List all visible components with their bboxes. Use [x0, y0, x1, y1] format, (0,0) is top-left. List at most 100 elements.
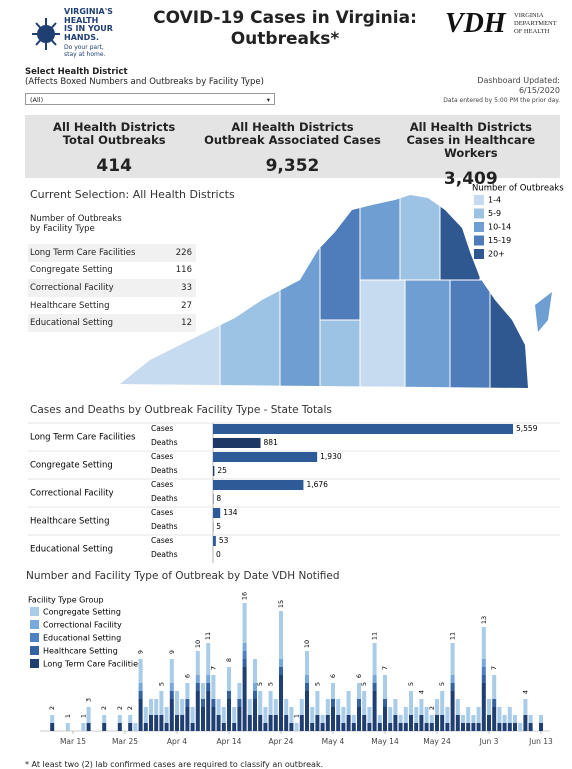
total-label: 3 — [85, 698, 93, 702]
row-value: 27 — [181, 300, 192, 311]
x-tick-label: May 24 — [423, 737, 451, 746]
bar-segment — [138, 659, 143, 683]
series-label: Deaths — [151, 438, 178, 447]
bar-segment — [502, 715, 507, 723]
legend-label: Healthcare Setting — [43, 647, 118, 656]
series-label: Deaths — [151, 494, 178, 503]
x-tick-label: Jun 3 — [479, 737, 499, 746]
district-dropdown[interactable]: (All) ▾ — [25, 93, 275, 105]
bar-segment — [263, 723, 268, 731]
total-label: 2 — [428, 706, 436, 710]
bar-segment — [528, 723, 533, 731]
bar-segment — [325, 699, 330, 715]
bar-segment — [185, 707, 190, 731]
bar-segment — [450, 643, 455, 675]
logo-line: HEALTH — [64, 15, 99, 25]
value-label: 53 — [219, 536, 229, 545]
logo-icon — [32, 18, 60, 50]
bar-segment — [471, 715, 476, 723]
bar — [213, 424, 513, 434]
bar-segment — [279, 659, 283, 667]
bar-segment — [258, 715, 263, 731]
selection-title: Current Selection: All Health Districts — [30, 188, 235, 201]
agency-long: VIRGINIA DEPARTMENT OF HEALTH — [514, 12, 557, 35]
x-tick-label: Apr 24 — [269, 737, 294, 746]
bar-segment — [466, 723, 471, 731]
legend-label: 15-19 — [488, 236, 511, 245]
bar-segment — [466, 707, 471, 723]
bar-segment — [331, 699, 335, 707]
bar-segment — [336, 715, 341, 731]
bar-segment — [320, 723, 325, 731]
row-label: Educational Setting — [30, 318, 114, 329]
series-label: Deaths — [151, 466, 178, 475]
value-label: 1,676 — [306, 480, 328, 489]
table-title-line: by Facility Type — [30, 224, 95, 234]
logo-line: VIRGINIA'S — [64, 7, 113, 16]
bar-segment — [247, 715, 252, 731]
bar-segment — [539, 723, 543, 731]
bar-segment — [424, 707, 429, 723]
bar-segment — [455, 715, 460, 731]
table-row: Educational Setting 12 — [28, 314, 196, 332]
total-label: 5 — [360, 682, 368, 686]
bar-segment — [367, 707, 372, 723]
bar-segment — [305, 651, 309, 675]
legend-label: 20+ — [488, 250, 505, 259]
bar-segment — [336, 699, 341, 715]
bar-segment — [289, 723, 294, 731]
bar-segment — [273, 699, 278, 715]
value-label: 0 — [216, 550, 221, 559]
update-info: Dashboard Updated: 6/15/2020 Data entere… — [420, 76, 560, 106]
row-label: Correctional Facility — [30, 282, 114, 293]
bar-segment — [50, 715, 55, 723]
bar-segment — [159, 715, 164, 731]
total-label: 11 — [371, 632, 379, 640]
total-label: 9 — [168, 650, 176, 654]
bar-segment — [372, 683, 377, 691]
logo-tagline: Do your part, stay at home. — [64, 44, 106, 58]
bar-segment — [128, 723, 133, 731]
bar-segment — [175, 715, 179, 731]
bar-segment — [320, 715, 325, 723]
category-label: Correctional Facility — [30, 489, 114, 499]
total-label: 13 — [480, 616, 488, 624]
total-label: 5 — [407, 682, 415, 686]
bar-segment — [232, 707, 237, 723]
bar-segment — [159, 691, 164, 715]
kpi-value: 3,409 — [443, 169, 498, 189]
total-label: 16 — [241, 592, 249, 600]
bar-segment — [481, 667, 486, 675]
row-label: Congregate Setting — [30, 265, 113, 276]
legend-title: Facility Type Group — [28, 596, 104, 605]
kpi: All Health Districts Total Outbreaks 414 — [25, 115, 203, 178]
bar-segment — [424, 723, 429, 731]
bar-segment — [227, 691, 231, 699]
bar-segment — [149, 699, 153, 715]
bar-segment — [507, 707, 512, 723]
bar-segment — [206, 675, 211, 683]
bar-segment — [461, 723, 465, 731]
bar-segment — [206, 691, 211, 731]
bar-segment — [227, 667, 231, 691]
page-title: COVID-19 Cases in Virginia: Outbreaks* — [153, 8, 417, 49]
bar-segment — [299, 699, 304, 715]
bar-segment — [143, 707, 148, 723]
legend-swatch — [474, 208, 484, 219]
x-tick-label: Mar 25 — [112, 737, 138, 746]
bar-segment — [419, 699, 424, 715]
kpi-band: All Health Districts Total Outbreaks 414 Al… — [25, 115, 560, 189]
total-label: 6 — [355, 674, 363, 678]
total-label: 10 — [303, 640, 311, 648]
bar-segment — [539, 715, 543, 723]
bar-segment — [341, 707, 346, 723]
kpi-label-line: All Health Districts — [231, 120, 354, 134]
total-label: 5 — [267, 682, 275, 686]
bar-segment — [149, 715, 153, 731]
bar-segment — [253, 691, 257, 699]
bar-segment — [284, 699, 289, 715]
bar-segment — [169, 699, 174, 731]
bar-segment — [351, 723, 356, 731]
bar-segment — [279, 611, 283, 659]
total-label: 2 — [48, 706, 56, 710]
